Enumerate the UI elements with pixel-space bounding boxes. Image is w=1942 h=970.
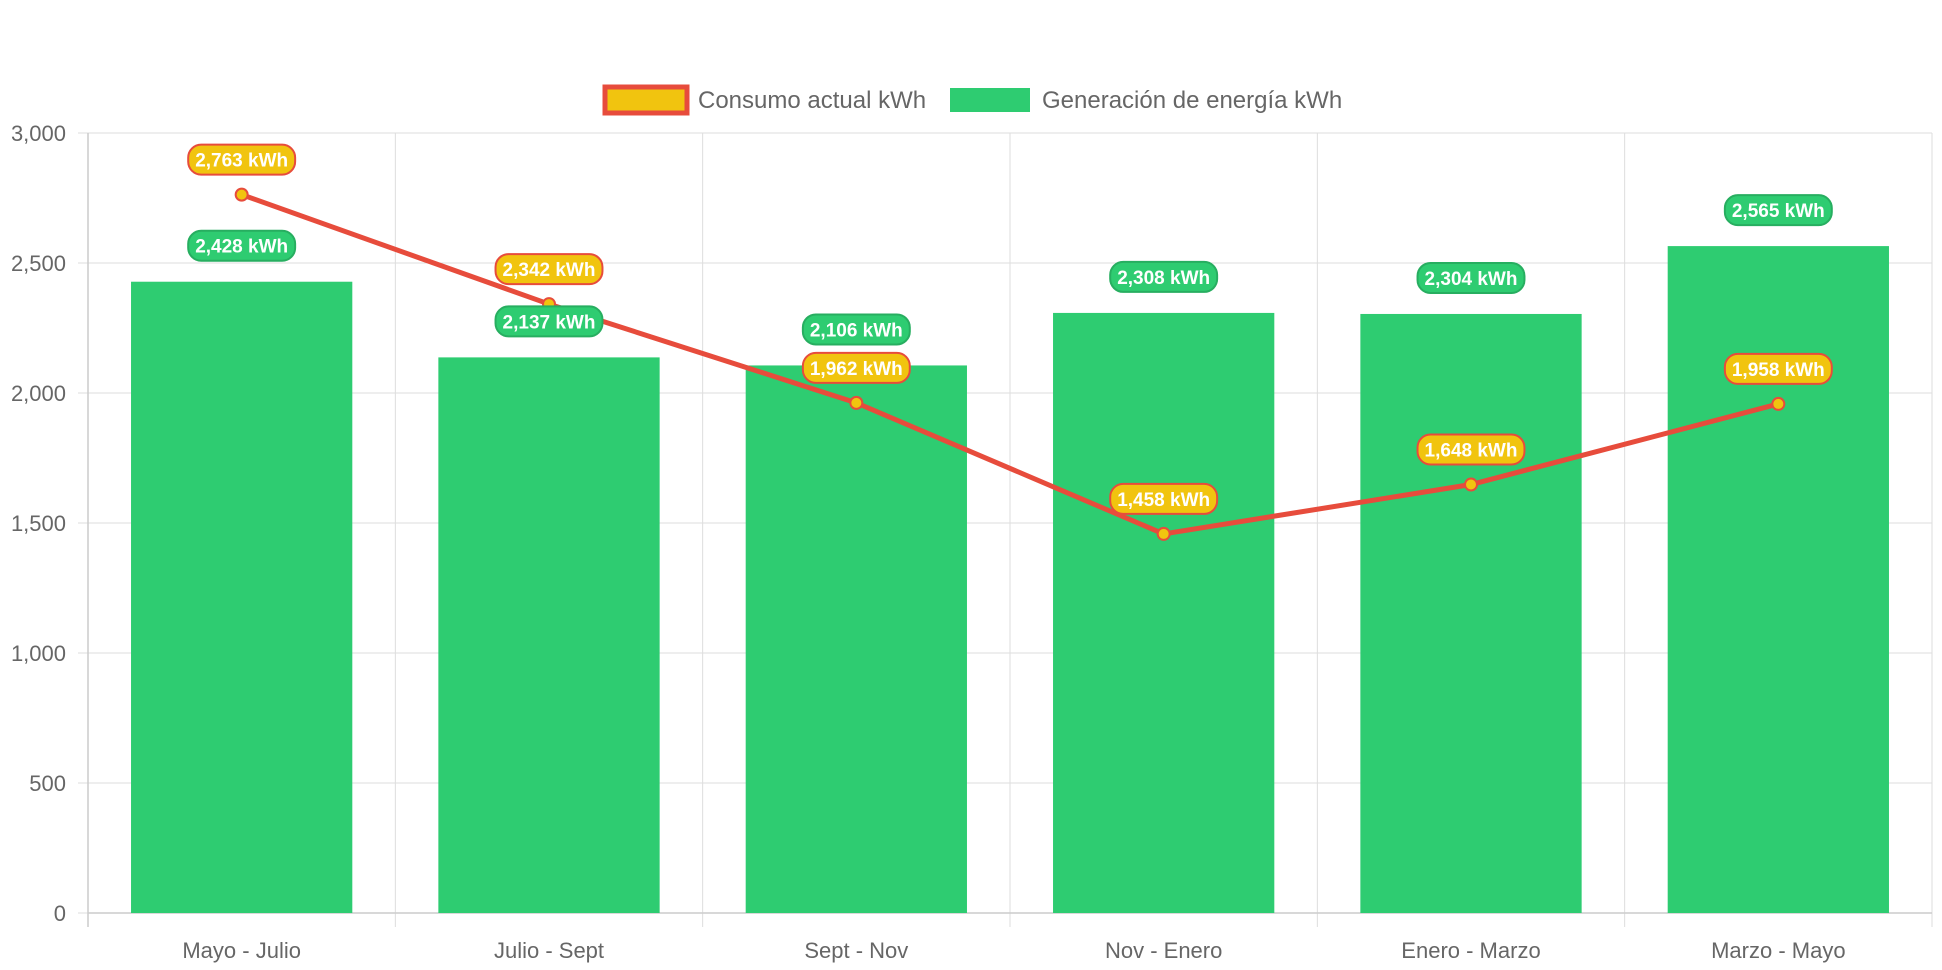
- bar-data-label-text: 2,565 kWh: [1732, 201, 1825, 222]
- series-line: [240, 192, 1779, 537]
- line-data-label-bg: [1723, 352, 1833, 385]
- line-data-label: 1,458 kWh: [1109, 482, 1219, 515]
- line-data-label-text: 1,962 kWh: [810, 359, 903, 380]
- y-axis: 0 500 1,000 1,500 2,000 2,500 3,000: [11, 121, 66, 926]
- x-tick-label: Julio - Sept: [494, 938, 604, 963]
- y-tick-label: 2,000: [11, 381, 66, 406]
- bar-data-label: 2,137 kWh: [494, 305, 604, 338]
- line-data-label: 2,342 kWh: [494, 253, 604, 286]
- line-point[interactable]: [1771, 396, 1786, 411]
- line-point[interactable]: [234, 187, 249, 202]
- bar-data-label-bg: [1109, 260, 1219, 293]
- line-series-consumo: [234, 187, 1786, 541]
- x-tick-label: Enero - Marzo: [1401, 938, 1540, 963]
- line-data-label-text: 1,648 kWh: [1425, 441, 1518, 462]
- y-tick-label: 0: [54, 901, 66, 926]
- bar[interactable]: [1360, 313, 1582, 914]
- line-data-label-text: 2,342 kWh: [503, 260, 596, 281]
- bar-data-label: 2,304 kWh: [1416, 261, 1526, 294]
- bar-data-label-text: 2,308 kWh: [1117, 268, 1210, 289]
- legend-item-generacion[interactable]: Generación de energía kWh: [950, 87, 1342, 114]
- legend-label-consumo: Consumo actual kWh: [698, 87, 926, 114]
- bar-data-label-bg: [1723, 194, 1833, 227]
- legend: Consumo actual kWh Generación de energía…: [602, 84, 1342, 116]
- bar[interactable]: [1053, 312, 1275, 913]
- line-data-label-text: 2,763 kWh: [195, 151, 288, 172]
- y-tick-label: 500: [29, 771, 66, 796]
- bar-data-label-text: 2,304 kWh: [1425, 269, 1518, 290]
- bar-data-label-bg: [801, 313, 911, 346]
- y-tick-label: 3,000: [11, 121, 66, 146]
- bar[interactable]: [438, 357, 660, 913]
- line-data-label-text: 1,958 kWh: [1732, 360, 1825, 381]
- bar-data-label: 2,106 kWh: [801, 313, 911, 346]
- line-point[interactable]: [849, 395, 864, 410]
- x-tick-label: Sept - Nov: [804, 938, 908, 963]
- bar-data-label-text: 2,106 kWh: [810, 320, 903, 341]
- line-data-label-bg: [187, 143, 297, 176]
- x-tick-label: Marzo - Mayo: [1711, 938, 1845, 963]
- grid: [78, 132, 1933, 927]
- line-data-label-bg: [494, 253, 604, 286]
- legend-item-consumo[interactable]: Consumo actual kWh: [602, 84, 926, 116]
- y-tick-label: 1,500: [11, 511, 66, 536]
- bar-data-label-text: 2,428 kWh: [195, 237, 288, 258]
- legend-label-generacion: Generación de energía kWh: [1042, 87, 1342, 114]
- line-data-label-text: 1,458 kWh: [1117, 490, 1210, 511]
- bar[interactable]: [1667, 246, 1889, 914]
- line-data-label: 2,763 kWh: [187, 143, 297, 176]
- line-point[interactable]: [1156, 526, 1171, 541]
- bar-data-label-bg: [1416, 261, 1526, 294]
- line-data-label-bg: [1109, 482, 1219, 515]
- y-tick-label: 2,500: [11, 251, 66, 276]
- legend-swatch-consumo: [602, 84, 690, 116]
- line-point[interactable]: [1464, 477, 1478, 492]
- data-labels: 2,428 kWh 2,137 kWh 2,106 kWh 2,308 kWh 2,30…: [187, 143, 1833, 515]
- x-tick-label: Mayo - Julio: [182, 938, 301, 963]
- line-data-label: 1,958 kWh: [1723, 352, 1833, 385]
- bar-data-label-text: 2,137 kWh: [503, 312, 596, 333]
- bar-data-label: 2,565 kWh: [1723, 194, 1833, 227]
- line-data-label: 1,648 kWh: [1416, 433, 1526, 466]
- legend-swatch-generacion: [950, 88, 1030, 112]
- line-data-label-bg: [801, 351, 911, 384]
- bar-data-label-bg: [187, 229, 297, 262]
- bar[interactable]: [745, 365, 967, 913]
- x-axis: Mayo - Julio Julio - Sept Sept - Nov Nov - …: [182, 938, 1845, 963]
- bar-data-label: 2,428 kWh: [187, 229, 297, 262]
- line-data-label: 1,962 kWh: [801, 351, 911, 384]
- bar[interactable]: [131, 281, 353, 914]
- bar-data-label: 2,308 kWh: [1109, 260, 1219, 293]
- line-data-label-bg: [1416, 433, 1526, 466]
- bar-series-generacion: [131, 246, 1889, 914]
- y-tick-label: 1,000: [11, 641, 66, 666]
- x-tick-label: Nov - Enero: [1105, 938, 1222, 963]
- bar-data-label-bg: [494, 305, 604, 338]
